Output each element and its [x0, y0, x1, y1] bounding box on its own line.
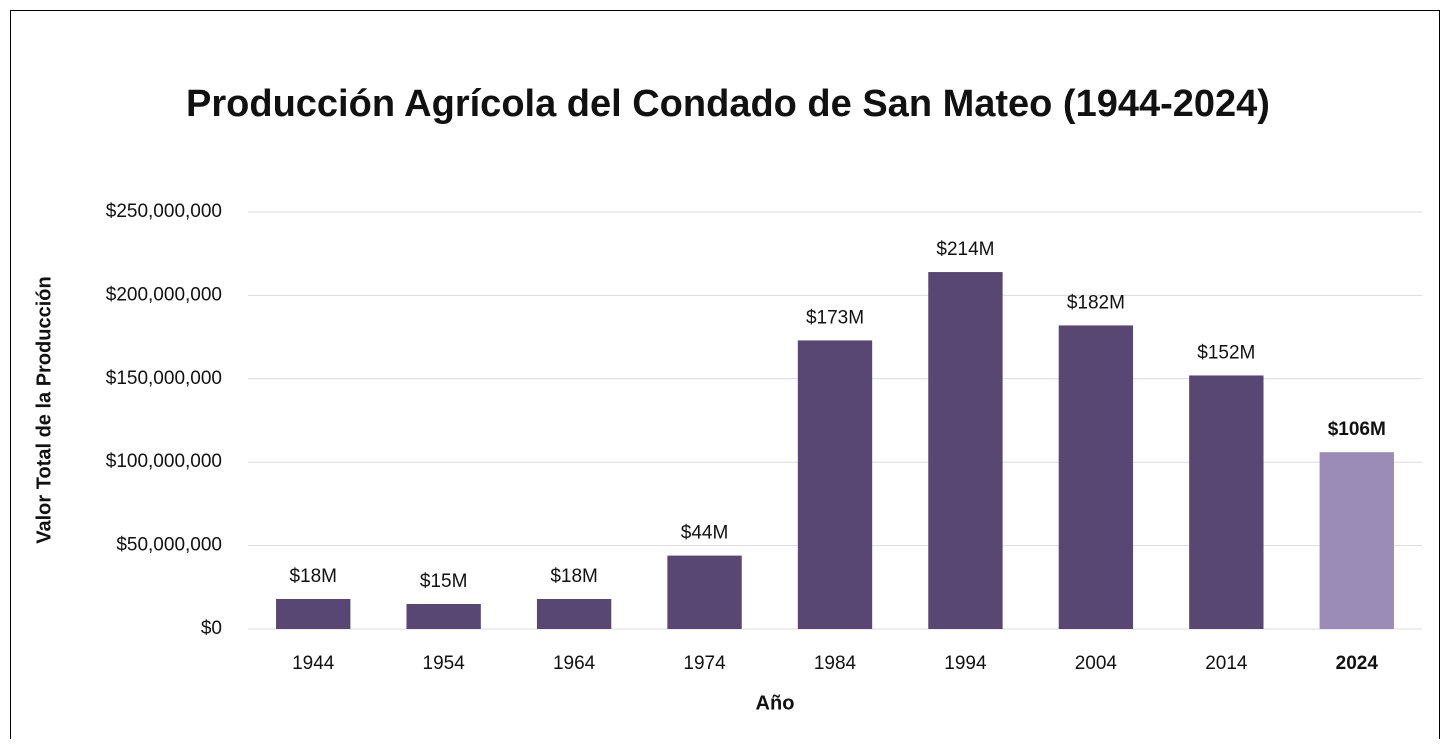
y-tick-label: $200,000,000 [106, 284, 222, 305]
x-tick-label: 2004 [1075, 653, 1118, 674]
bar [536, 598, 612, 629]
bar [276, 598, 351, 629]
value-label: $214M [936, 239, 994, 260]
bar [1189, 375, 1264, 629]
bar [1058, 325, 1134, 629]
x-tick-label: 1944 [292, 653, 335, 674]
y-axis-title: Valor Total de la Producción [33, 276, 55, 543]
value-label: $44M [681, 523, 729, 544]
chart-frame [10, 10, 1440, 744]
value-label: $15M [420, 571, 468, 592]
bar [797, 340, 873, 629]
x-tick-label: 1994 [944, 653, 987, 674]
value-label: $18M [550, 566, 598, 587]
y-tick-label: $100,000,000 [106, 451, 222, 472]
bar [667, 555, 742, 629]
x-tick-label: 1974 [683, 653, 726, 674]
x-tick-label: 1954 [423, 653, 466, 674]
y-tick-label: $150,000,000 [106, 368, 222, 389]
x-tick-label: 2014 [1205, 653, 1248, 674]
y-tick-label: $0 [201, 618, 222, 639]
y-tick-label: $50,000,000 [116, 535, 222, 556]
bar [1319, 452, 1394, 629]
x-tick-label: 1984 [814, 653, 857, 674]
value-label: $182M [1067, 292, 1125, 313]
bar [928, 272, 1003, 629]
value-label: $173M [806, 307, 864, 328]
x-tick-label: 2024 [1336, 653, 1379, 674]
y-tick-label: $250,000,000 [106, 201, 222, 222]
value-label: $106M [1328, 419, 1386, 440]
value-label: $18M [289, 566, 337, 587]
bar [406, 603, 481, 629]
x-tick-label: 1964 [553, 653, 596, 674]
x-axis-title: Año [756, 692, 795, 714]
chart-title: Producción Agrícola del Condado de San M… [186, 83, 1270, 125]
value-label: $152M [1197, 342, 1255, 363]
